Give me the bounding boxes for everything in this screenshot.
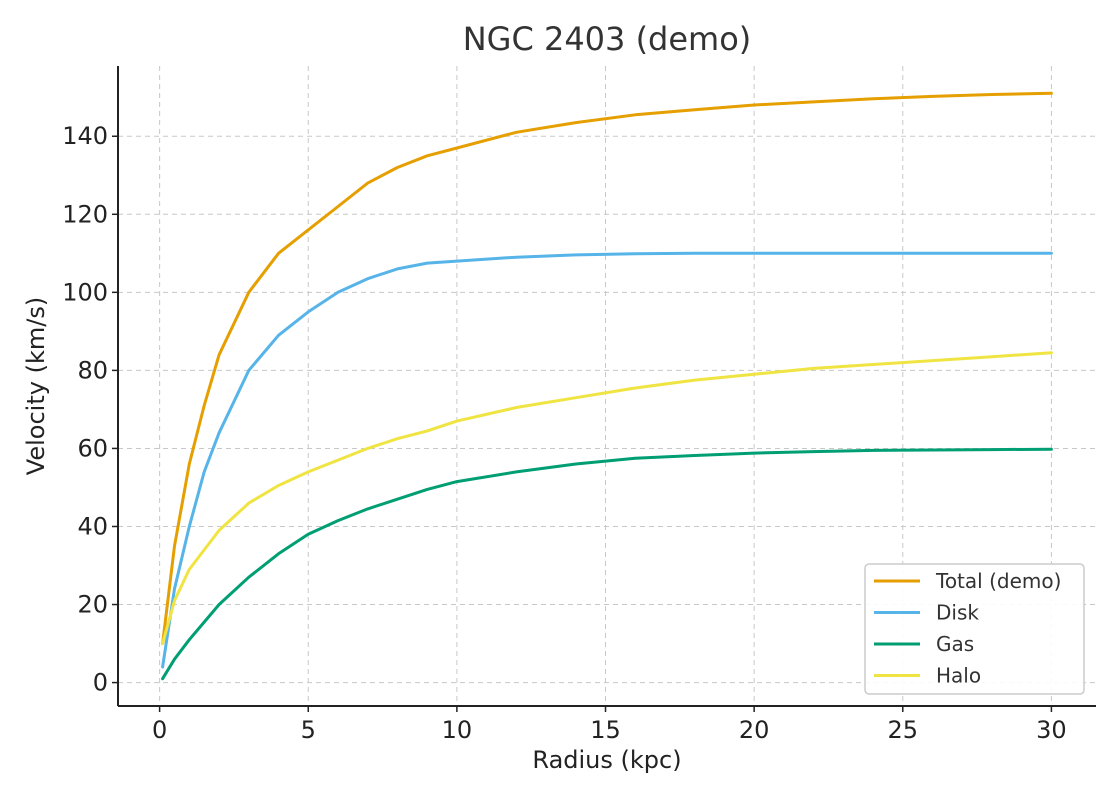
legend-label-disk: Disk [936,601,979,625]
series-line-halo [161,351,1053,646]
y-tick-label: 120 [62,200,108,228]
x-tick-label: 10 [442,716,473,744]
x-tick-label: 0 [152,716,167,744]
series-line-disk [161,251,1053,669]
legend-frame [864,563,1085,695]
chart-title: NGC 2403 (demo) [463,20,752,58]
legend-label-halo: Halo [936,664,981,688]
x-axis-label: Radius (kpc) [532,746,681,774]
series-line-total-demo [161,91,1053,646]
x-tick-label: 15 [590,716,621,744]
y-tick-label: 40 [77,512,108,540]
y-axis-label: Velocity (km/s) [22,297,50,475]
y-tick-label: 140 [62,122,108,150]
legend: Total (demo) Disk Gas Halo [864,563,1085,695]
legend-label-total-demo: Total (demo) [935,569,1061,593]
y-tick-label: 80 [77,356,108,384]
x-tick-label: 20 [739,716,770,744]
y-tick-label: 100 [62,278,108,306]
x-tick-label: 25 [888,716,919,744]
series-line-gas [161,447,1053,681]
x-tick-label: 5 [301,716,316,744]
x-tick-label: 30 [1036,716,1067,744]
y-tick-label: 60 [77,434,108,462]
axes [117,66,1096,707]
legend-label-gas: Gas [936,632,974,656]
y-tick-label: 0 [93,669,108,697]
tick-labels: 0 5 10 15 20 25 30 0 20 40 60 80 100 120 140 [62,122,1066,744]
series-lines [161,91,1053,681]
y-tick-label: 20 [77,591,108,619]
